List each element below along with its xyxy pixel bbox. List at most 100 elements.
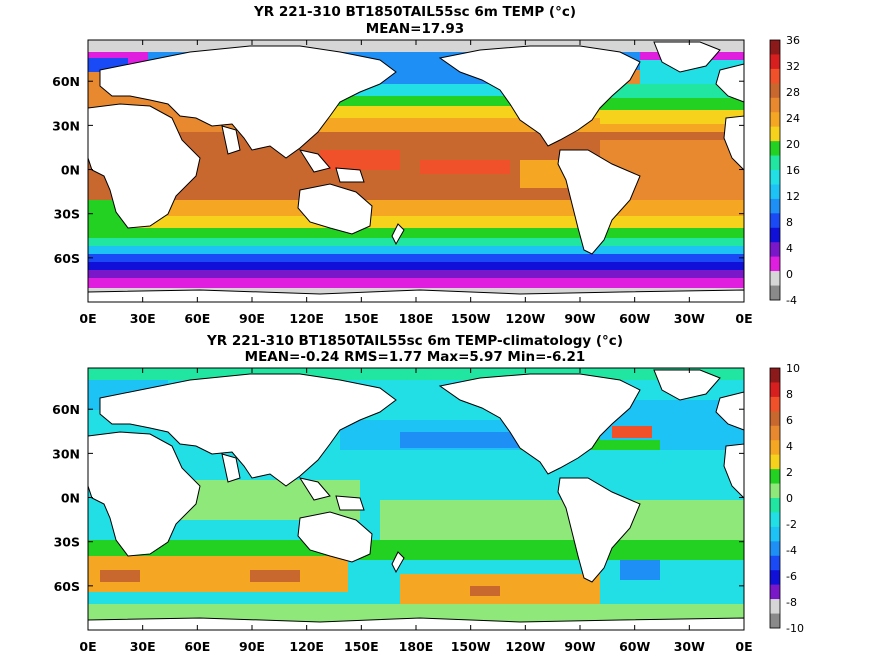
bottom-y-ticks: 60N 30N 0N 30S 60S: [52, 402, 744, 594]
colorbar-label: 2: [786, 466, 793, 479]
colorbar-label: 12: [786, 190, 800, 203]
colorbar-label: 24: [786, 112, 800, 125]
x-tick-label: 150W: [451, 311, 491, 326]
colorbar-swatch: [770, 498, 780, 513]
bottom-land-masses: [87, 369, 745, 631]
x-tick-label: 30E: [130, 311, 156, 326]
colorbar-frame: [769, 367, 781, 629]
bottom-subtitle: MEAN=-0.24 RMS=1.77 Max=5.97 Min=-6.21: [245, 349, 586, 365]
y-tick-label: 30S: [54, 535, 80, 550]
x-tick-label: 90E: [239, 311, 265, 326]
colorbar-swatch: [770, 541, 780, 557]
y-tick-label: 60S: [54, 579, 80, 594]
colorbar-swatch: [770, 40, 780, 55]
colorbar-label: 4: [786, 242, 793, 255]
bottom-title: YR 221-310 BT1850TAIL55sc 6m TEMP-climat…: [206, 333, 623, 349]
colorbar-swatch: [770, 141, 780, 156]
y-tick-label: 30N: [52, 118, 80, 133]
colorbar-swatch: [770, 570, 780, 585]
colorbar-swatch: [770, 271, 780, 286]
colorbar-swatch: [770, 454, 780, 470]
x-tick-label: 0E: [735, 639, 752, 654]
colorbar-swatch: [770, 242, 780, 257]
top-colorbar: 36 32 28 24 20 16 12 8 4 0 -4: [769, 34, 800, 307]
colorbar-label: 0: [786, 492, 793, 505]
x-tick-label: 180E: [399, 311, 434, 326]
bottom-x-ticks: 0E 30E 60E 90E 120E 150E 180E 150W 120W 90W 60W 30W…: [79, 368, 753, 654]
colorbar-swatch: [770, 68, 780, 84]
x-tick-label: 60W: [619, 639, 650, 654]
colorbar-swatch: [770, 483, 780, 499]
x-tick-label: 90E: [239, 639, 265, 654]
colorbar-swatch: [770, 425, 780, 441]
colorbar-label: 4: [786, 440, 793, 453]
colorbar-label: -2: [786, 518, 797, 531]
y-tick-label: 60N: [52, 74, 80, 89]
x-tick-label: 0E: [735, 311, 752, 326]
x-tick-label: 120E: [289, 311, 324, 326]
x-tick-label: 30W: [674, 311, 705, 326]
colorbar-label: 32: [786, 60, 800, 73]
colorbar-swatch: [770, 555, 780, 571]
colorbar-swatch: [770, 599, 780, 614]
x-tick-label: 120W: [505, 639, 545, 654]
x-tick-label: 180E: [399, 639, 434, 654]
colorbar-swatch: [770, 396, 780, 412]
colorbar-label: -4: [786, 544, 797, 557]
colorbar-swatch: [770, 170, 780, 185]
y-tick-label: 0N: [61, 163, 80, 178]
colorbar-label: 6: [786, 414, 793, 427]
colorbar-swatch: [770, 198, 780, 214]
colorbar-label: -8: [786, 596, 797, 609]
colorbar-label: 36: [786, 34, 800, 47]
bottom-panel: YR 221-310 BT1850TAIL55sc 6m TEMP-climat…: [52, 333, 804, 654]
x-tick-label: 90W: [564, 311, 595, 326]
colorbar-swatch: [770, 256, 780, 272]
colorbar-label: 10: [786, 362, 800, 375]
colorbar-label: 8: [786, 216, 793, 229]
colorbar-swatch: [770, 512, 780, 528]
y-tick-label: 60S: [54, 251, 80, 266]
colorbar-swatch: [770, 83, 780, 99]
top-x-ticks: 0E 30E 60E 90E 120E 150E 180E 150W 120W 90W 60W 30W…: [79, 40, 753, 326]
y-tick-label: 60N: [52, 402, 80, 417]
colorbar-label: -6: [786, 570, 797, 583]
x-tick-label: 30W: [674, 639, 705, 654]
colorbar-swatch: [770, 526, 780, 542]
top-title: YR 221-310 BT1850TAIL55sc 6m TEMP (°c): [253, 4, 576, 20]
colorbar-swatch: [770, 112, 780, 127]
y-tick-label: 30N: [52, 446, 80, 461]
x-tick-label: 150W: [451, 639, 491, 654]
x-tick-label: 60W: [619, 311, 650, 326]
colorbar-frame: [769, 39, 781, 301]
colorbar-swatch: [770, 613, 780, 629]
x-tick-label: 150E: [344, 639, 379, 654]
colorbar-label: 28: [786, 86, 800, 99]
bottom-colorbar: 10 8 6 4 2 0 -2 -4 -6 -8 -10: [769, 362, 804, 635]
x-tick-label: 120E: [289, 639, 324, 654]
colorbar-swatch: [770, 285, 780, 301]
y-tick-label: 30S: [54, 207, 80, 222]
colorbar-swatch: [770, 382, 780, 398]
top-panel: YR 221-310 BT1850TAIL55sc 6m TEMP (°c) M…: [52, 4, 800, 326]
colorbar-label: 20: [786, 138, 800, 151]
colorbar-swatch: [770, 184, 780, 200]
colorbar-swatch: [770, 155, 780, 171]
top-subtitle: MEAN=17.93: [366, 21, 464, 37]
colorbar-swatch: [770, 411, 780, 427]
colorbar-swatch: [770, 213, 780, 229]
colorbar-swatch: [770, 227, 780, 243]
y-tick-label: 0N: [61, 491, 80, 506]
colorbar-label: 0: [786, 268, 793, 281]
colorbar-swatch: [770, 584, 780, 600]
x-tick-label: 60E: [184, 639, 210, 654]
colorbar-label: -4: [786, 294, 797, 307]
x-tick-label: 0E: [79, 639, 96, 654]
colorbar-swatch: [770, 126, 780, 142]
x-tick-label: 90W: [564, 639, 595, 654]
x-tick-label: 0E: [79, 311, 96, 326]
x-tick-label: 30E: [130, 639, 156, 654]
colorbar-label: -10: [786, 622, 804, 635]
